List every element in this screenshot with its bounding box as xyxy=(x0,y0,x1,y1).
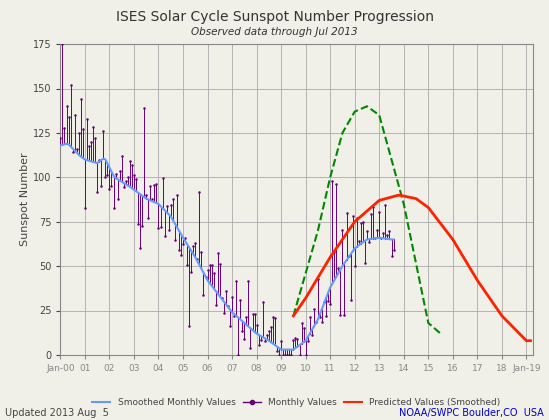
Legend: Smoothed Monthly Values, Monthly Values, Predicted Values (Smoothed): Smoothed Monthly Values, Monthly Values,… xyxy=(89,395,504,411)
Text: Updated 2013 Aug  5: Updated 2013 Aug 5 xyxy=(5,408,109,418)
Text: Observed data through Jul 2013: Observed data through Jul 2013 xyxy=(191,27,358,37)
Text: ISES Solar Cycle Sunspot Number Progression: ISES Solar Cycle Sunspot Number Progress… xyxy=(115,10,434,24)
Text: NOAA/SWPC Boulder,CO  USA: NOAA/SWPC Boulder,CO USA xyxy=(399,408,544,418)
Y-axis label: Sunspot Number: Sunspot Number xyxy=(20,153,30,246)
